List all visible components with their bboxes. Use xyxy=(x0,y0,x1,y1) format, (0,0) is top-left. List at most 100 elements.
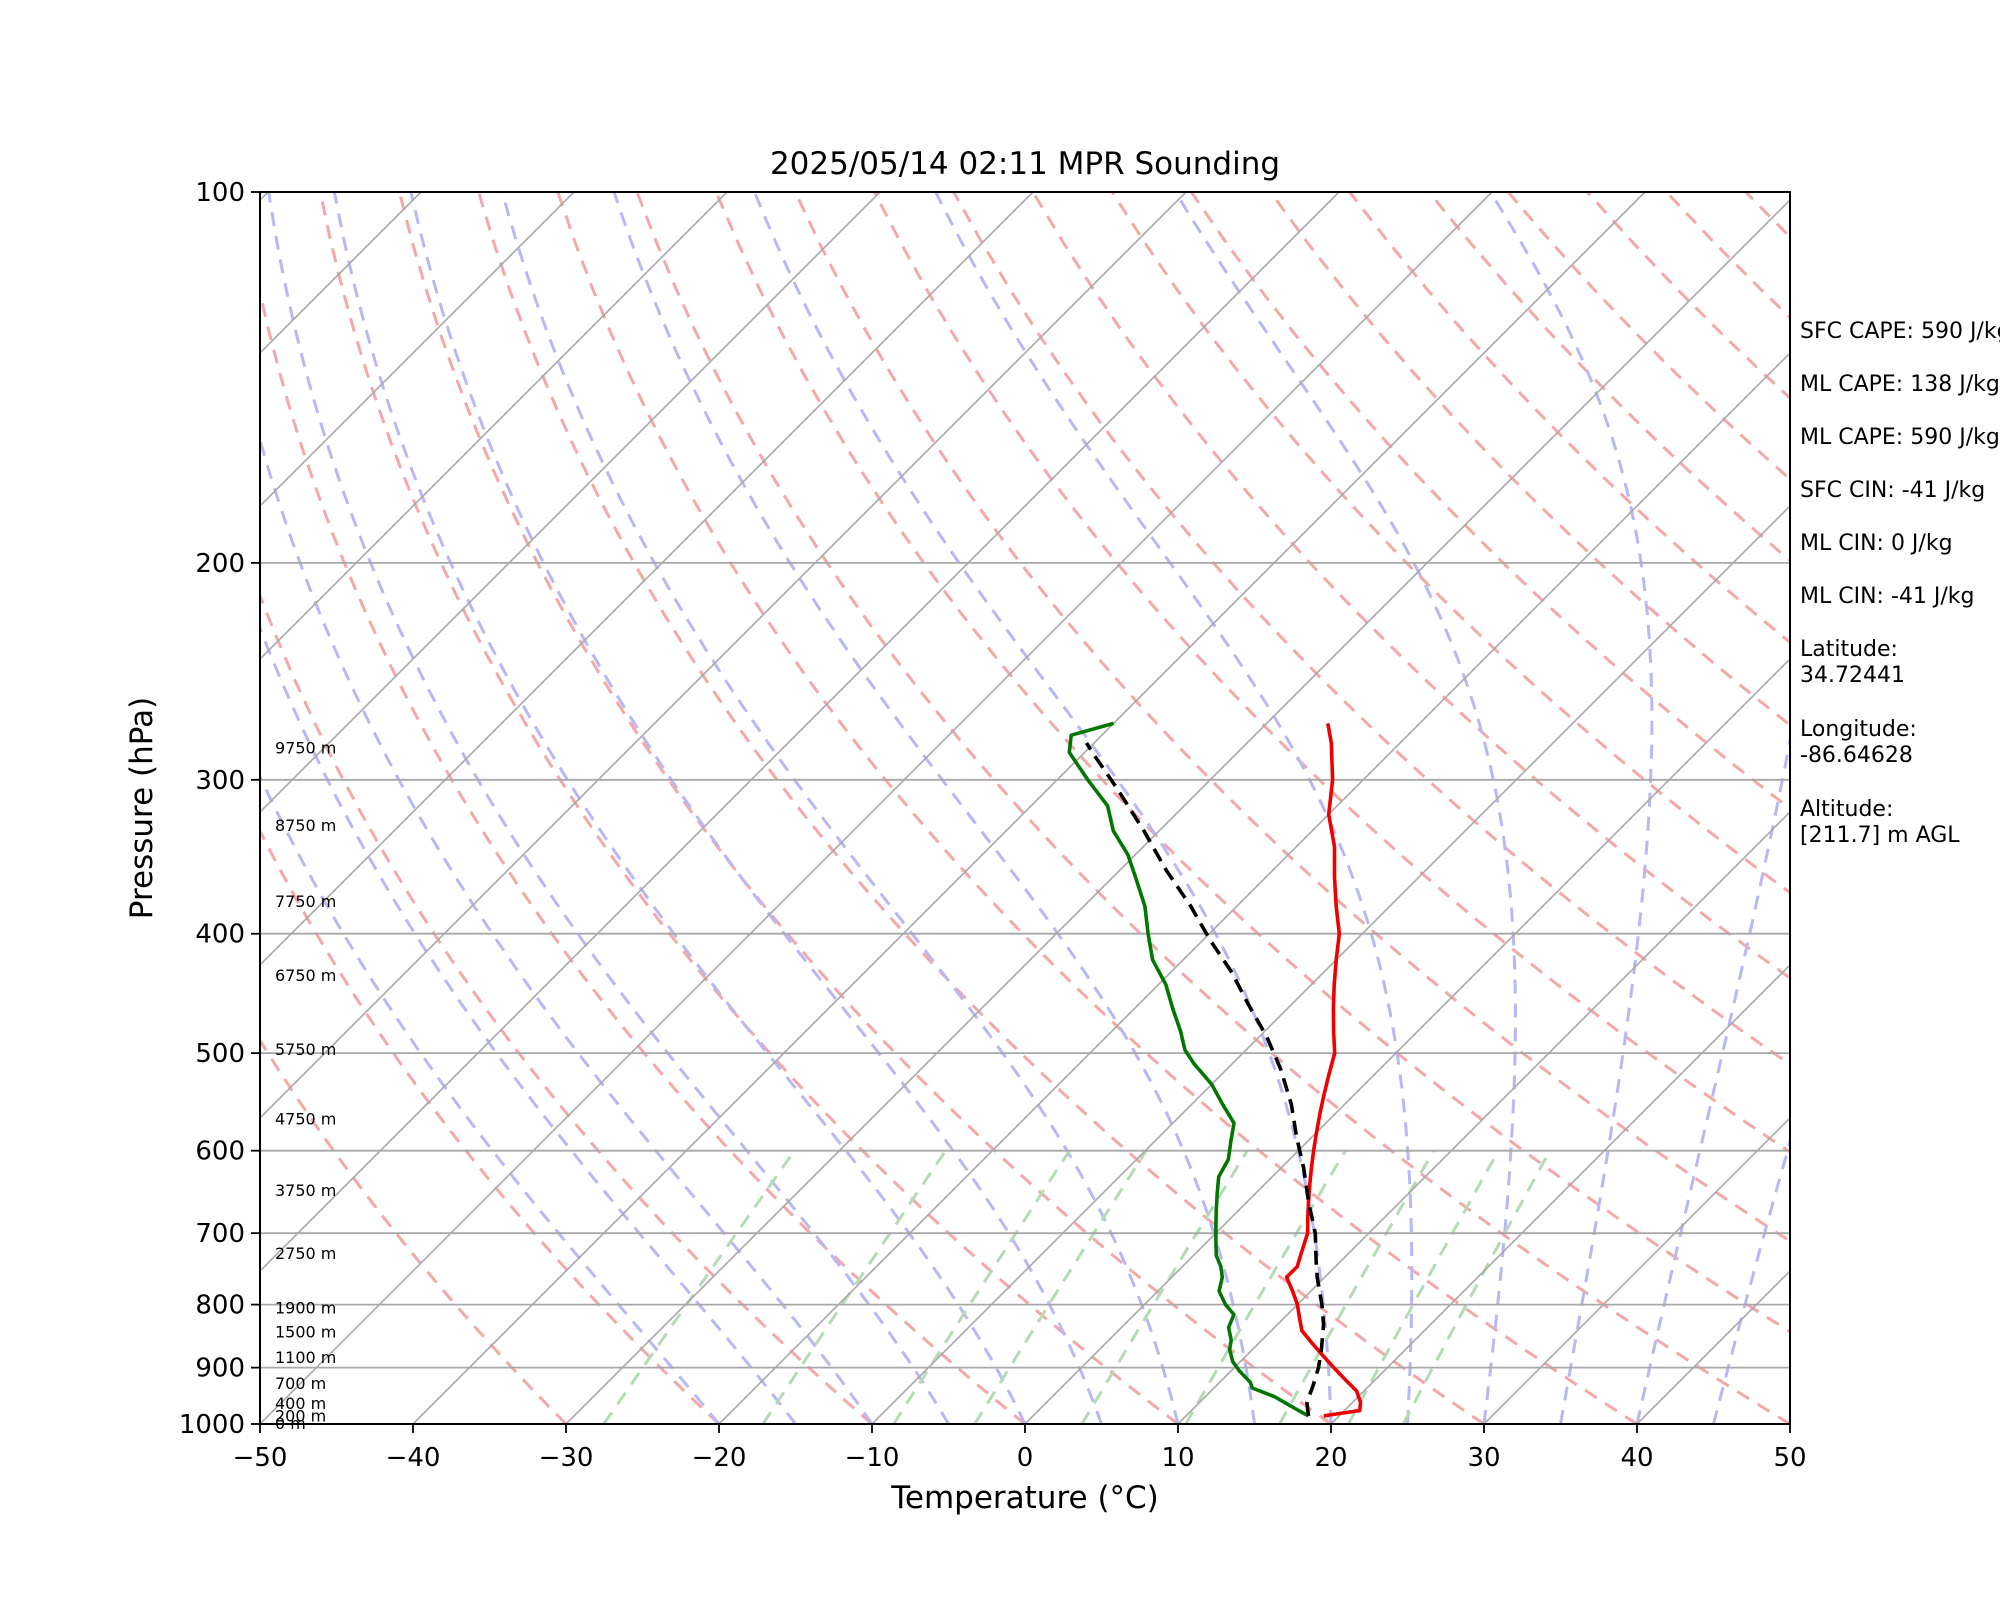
y-tick-label: 600 xyxy=(195,1137,245,1167)
height-label: 3750 m xyxy=(275,1181,336,1200)
y-tick-label: 800 xyxy=(195,1291,245,1321)
moist-adiabat-line xyxy=(1489,192,1654,1424)
isotherm-line xyxy=(1483,1116,1790,1424)
height-label: 700 m xyxy=(275,1374,326,1393)
dry-adiabat-line xyxy=(477,192,1485,1424)
dry-adiabat-line xyxy=(260,1037,568,1424)
x-tick-label: −30 xyxy=(539,1443,594,1473)
mixing-ratio-line xyxy=(1184,1149,1347,1424)
moist-adiabat-line xyxy=(260,773,721,1424)
isotherm-line xyxy=(260,192,1340,1273)
dry-adiabat-line xyxy=(635,192,1790,1424)
mixing-ratio-line xyxy=(892,1149,1071,1424)
dry-adiabat-line xyxy=(260,828,721,1424)
isotherm-line xyxy=(871,504,1790,1424)
height-label: 8750 m xyxy=(275,816,336,835)
mixing-ratio-line xyxy=(1080,1149,1249,1424)
x-tick-label: 20 xyxy=(1314,1443,1347,1473)
dry-adiabat-line xyxy=(793,192,1790,1243)
mixing-ratio-line xyxy=(973,1149,1148,1424)
info-entry: Longitude: -86.64628 xyxy=(1800,717,1917,768)
y-tick-label: 100 xyxy=(195,178,245,208)
moist-adiabat-line xyxy=(612,192,1256,1424)
moist-adiabat-line xyxy=(753,192,1333,1424)
temperature-profile xyxy=(1284,723,1363,1418)
mixing-ratio-line xyxy=(761,1149,947,1424)
plot-frame xyxy=(259,191,1791,1425)
isotherm-line xyxy=(260,192,1187,1120)
dry-adiabat-line xyxy=(318,192,1179,1424)
y-tick-label: 700 xyxy=(195,1219,245,1249)
sounding-profiles xyxy=(1067,721,1363,1418)
height-label: 1900 m xyxy=(275,1299,336,1318)
x-tick-label: −10 xyxy=(845,1443,900,1473)
dry-adiabat-line xyxy=(1110,192,1790,895)
parcel-path xyxy=(1084,741,1326,1417)
chart-title: 2025/05/14 02:11 MPR Sounding xyxy=(770,146,1280,182)
height-label: 0 m xyxy=(275,1414,306,1433)
x-tick-label: 40 xyxy=(1620,1443,1653,1473)
info-entry: ML CAPE: 138 J/kg xyxy=(1800,372,2000,397)
moist-adiabat-line xyxy=(260,624,797,1424)
height-label: 6750 m xyxy=(275,966,336,985)
height-label: 200 m xyxy=(275,1406,326,1425)
isotherm-line xyxy=(260,192,1034,967)
dewpoint-profile xyxy=(1067,721,1310,1418)
x-tick-label: −40 xyxy=(386,1443,441,1473)
dry-adiabat-line xyxy=(260,285,1026,1424)
y-tick-label: 500 xyxy=(195,1039,245,1069)
info-entry: SFC CIN: -41 J/kg xyxy=(1800,478,1985,503)
isotherm-line xyxy=(1330,963,1790,1424)
moist-adiabat-line xyxy=(934,192,1414,1424)
dry-adiabat-line xyxy=(714,192,1790,1334)
height-label: 9750 m xyxy=(275,739,336,758)
height-label: 1100 m xyxy=(275,1348,336,1367)
x-tick-label: 10 xyxy=(1161,1443,1194,1473)
axis-ticks: −50 −40 −30 −20 −10 0 10 20 30 40 50 100 200 300 400 50… xyxy=(179,178,1807,1473)
y-tick-label: 400 xyxy=(195,920,245,950)
isotherm-line xyxy=(0,192,115,1424)
x-tick-label: −20 xyxy=(692,1443,747,1473)
moist-adiabat-line xyxy=(500,192,1180,1424)
isotherm-line xyxy=(260,192,881,814)
isotherm-line xyxy=(565,198,1790,1424)
y-tick-label: 1000 xyxy=(179,1410,245,1440)
y-tick-label: 900 xyxy=(195,1354,245,1384)
info-panel: SFC CAPE: 590 J/kg ML CAPE: 138 J/kg ML CA… xyxy=(1800,319,2000,848)
mixing-ratio-line xyxy=(1278,1149,1435,1424)
y-axis-label: Pressure (hPa) xyxy=(124,697,160,919)
x-axis-label: Temperature (°C) xyxy=(890,1480,1159,1516)
x-tick-label: 0 xyxy=(1017,1443,1034,1473)
mixing-ratio-line xyxy=(1347,1149,1500,1424)
dry-adiabat-line xyxy=(873,192,1790,1154)
isotherm-line xyxy=(1024,657,1790,1424)
info-entry: ML CIN: -41 J/kg xyxy=(1800,584,1974,609)
moist-adiabat-line xyxy=(267,192,950,1424)
grid xyxy=(260,191,1790,1425)
info-entry: Altitude: [211.7] m AGL xyxy=(1800,797,1960,848)
y-tick-label: 200 xyxy=(195,549,245,579)
dry-adiabat-line xyxy=(260,591,873,1424)
moist-adiabat-line xyxy=(409,192,1103,1424)
isotherm-line xyxy=(260,192,728,661)
height-label: 400 m xyxy=(275,1394,326,1413)
isotherm-line xyxy=(1177,810,1790,1424)
isotherm-line xyxy=(260,192,575,508)
moist-adiabat-line xyxy=(332,192,1027,1424)
dry-adiabat-line xyxy=(397,192,1332,1424)
mixing-ratio-line xyxy=(602,1149,796,1424)
height-label: 5750 m xyxy=(275,1040,336,1059)
moist-adiabat-line xyxy=(1174,192,1517,1424)
y-tick-label: 300 xyxy=(195,766,245,796)
info-entry: ML CIN: 0 J/kg xyxy=(1800,531,1953,556)
height-label: 4750 m xyxy=(275,1109,336,1128)
isotherm-line xyxy=(260,192,1493,1424)
info-entry: ML CAPE: 590 J/kg xyxy=(1800,425,2000,450)
height-label: 1500 m xyxy=(275,1323,336,1342)
height-label: 7750 m xyxy=(275,892,336,911)
background-reference-lines xyxy=(0,192,1790,1424)
x-tick-label: −50 xyxy=(233,1443,288,1473)
x-tick-label: 50 xyxy=(1773,1443,1806,1473)
